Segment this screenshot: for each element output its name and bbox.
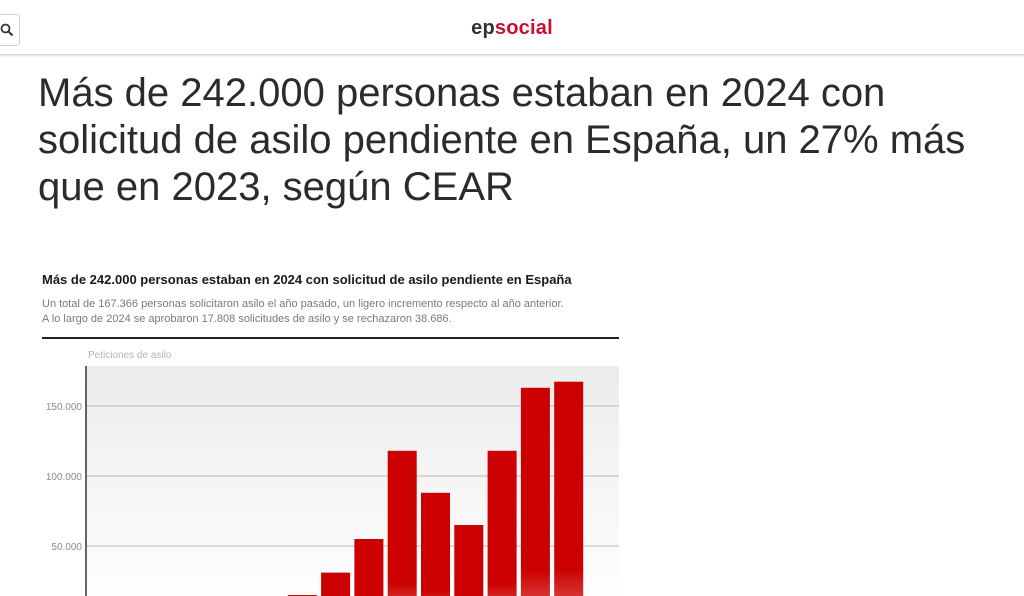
chart-subtitle: Un total de 167.366 personas solicitaron…: [42, 297, 642, 327]
search-icon: [0, 23, 14, 37]
logo-social-text: social: [494, 17, 553, 39]
bar: [421, 492, 450, 596]
search-button[interactable]: [0, 14, 20, 46]
site-logo[interactable]: epsocial: [0, 17, 1024, 40]
bar: [321, 572, 351, 596]
bar: [354, 539, 384, 596]
article-headline: Más de 242.000 personas estaban en 2024 …: [38, 71, 966, 209]
y-tick-label: 100.000: [46, 472, 83, 483]
bar: [554, 381, 584, 596]
chart-subtitle-line-2: A lo largo de 2024 se aprobaron 17.808 s…: [42, 313, 452, 325]
bar: [487, 450, 517, 596]
logo-ep-text: ep: [471, 17, 495, 39]
bar: [387, 450, 417, 596]
chart-title: Más de 242.000 personas estaban en 2024 …: [42, 272, 572, 287]
y-axis-label: Peticiones de asilo: [88, 350, 172, 361]
top-navigation-bar: epsocial: [0, 0, 1024, 55]
chart-subtitle-line-1: Un total de 167.366 personas solicitaron…: [42, 298, 564, 310]
bar: [454, 525, 484, 596]
chart-divider: [42, 337, 619, 339]
y-tick-label: 50.000: [51, 542, 82, 553]
y-tick-label: 150.000: [46, 402, 83, 413]
bar: [520, 387, 550, 596]
